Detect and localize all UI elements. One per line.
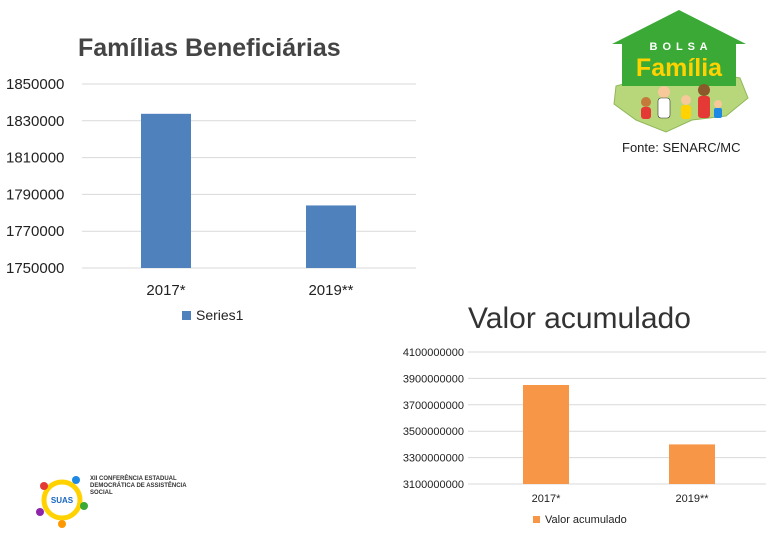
chart1-legend-label: Series1 (196, 307, 244, 323)
chart1-legend-swatch (182, 311, 191, 320)
chart1-ytick-label: 1830000 (6, 113, 64, 130)
chart1-ytick-label: 1750000 (6, 260, 64, 277)
chart2-title: Valor acumulado (468, 302, 691, 335)
suas-logo: SUAS (36, 476, 88, 528)
chart1-ytick-label: 1790000 (6, 186, 64, 203)
chart2-ytick-label: 3900000000 (403, 373, 464, 385)
chart2-xtick-label: 2019** (675, 493, 709, 505)
source-note: Fonte: SENARC/MC (622, 140, 741, 155)
chart1-ytick-label: 1850000 (6, 76, 64, 93)
chart1-ytick-label: 1810000 (6, 150, 64, 167)
chart2-legend-swatch (533, 516, 540, 523)
chart2-ytick-label: 3500000000 (403, 426, 464, 438)
chart1-bar (306, 205, 356, 268)
chart2-ytick-label: 3700000000 (403, 400, 464, 412)
logo-bolsa-text: B O L S A (649, 41, 708, 53)
suas-conference-text: XII CONFERÊNCIA ESTADUAL DEMOCRÁTICA DE … (90, 476, 187, 496)
chart1-xtick-label: 2017* (146, 282, 185, 299)
chart2-ytick-label: 3100000000 (403, 479, 464, 491)
chart2-legend-label: Valor acumulado (545, 514, 627, 526)
chart2-bar (669, 444, 715, 484)
chart2-xtick-label: 2017* (532, 493, 561, 505)
chart1-bar (141, 113, 191, 268)
chart2-bar (523, 385, 569, 484)
logo-familia-text: Família (636, 54, 723, 82)
bolsa-familia-logo: B O L S A Família (612, 10, 749, 133)
chart1-xtick-label: 2019** (308, 282, 353, 299)
chart1-title: Famílias Beneficiárias (78, 34, 341, 62)
chart2-ytick-label: 4100000000 (403, 347, 464, 359)
chart2-ytick-label: 3300000000 (403, 453, 464, 465)
suas-mark-text: SUAS (51, 496, 74, 505)
chart1-ytick-label: 1770000 (6, 223, 64, 240)
